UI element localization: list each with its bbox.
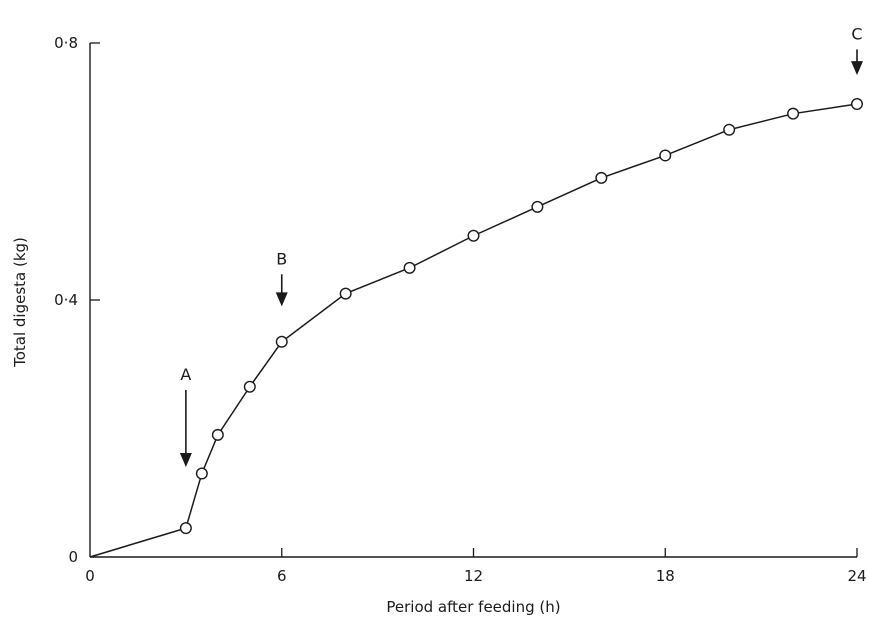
annotation-arrow-head — [275, 292, 288, 307]
data-point — [195, 467, 208, 480]
x-tick-label: 0 — [85, 567, 95, 585]
data-point — [787, 107, 800, 120]
y-tick-label: 0·4 — [54, 291, 78, 309]
data-point — [179, 522, 192, 535]
y-tick-label: 0·8 — [54, 34, 78, 52]
x-ticks: 0 6 12 18 24 — [85, 548, 867, 585]
x-tick-label: 12 — [464, 567, 483, 585]
axes — [89, 43, 857, 558]
data-point — [339, 287, 352, 300]
data-point — [467, 229, 480, 242]
data-point — [851, 98, 864, 111]
x-tick-label: 6 — [277, 567, 287, 585]
y-axis-label: Total digesta (kg) — [11, 237, 29, 368]
data-point — [659, 149, 672, 162]
x-tick-label: 24 — [847, 567, 866, 585]
x-axis-label: Period after feeding (h) — [386, 598, 560, 616]
data-point — [211, 428, 224, 441]
series-layer — [89, 98, 864, 558]
data-point — [723, 123, 736, 136]
annotation-label: B — [276, 249, 287, 268]
data-point — [243, 380, 256, 393]
series-line — [89, 103, 858, 558]
data-point — [595, 171, 608, 184]
y-tick-label: 0 — [68, 548, 78, 566]
annotation-layer: A B C — [179, 24, 863, 468]
annotation-arrow-head — [851, 61, 863, 76]
data-point — [403, 261, 416, 274]
y-ticks: 0 0·4 0·8 — [54, 34, 100, 566]
data-point — [275, 335, 288, 348]
annotation-label: A — [180, 365, 191, 384]
annotation-label: C — [851, 24, 862, 43]
x-tick-label: 18 — [656, 567, 675, 585]
annotation-arrow-head — [179, 453, 192, 468]
data-point — [531, 200, 544, 213]
